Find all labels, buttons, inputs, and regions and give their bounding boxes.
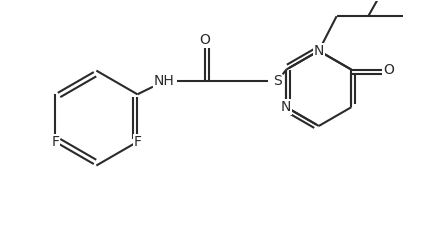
- Text: S: S: [273, 75, 282, 89]
- Text: F: F: [133, 135, 141, 149]
- Text: N: N: [313, 44, 324, 58]
- Text: O: O: [384, 63, 394, 77]
- Text: F: F: [51, 135, 59, 149]
- Text: N: N: [281, 100, 292, 114]
- Text: NH: NH: [153, 75, 174, 89]
- Text: O: O: [200, 33, 211, 47]
